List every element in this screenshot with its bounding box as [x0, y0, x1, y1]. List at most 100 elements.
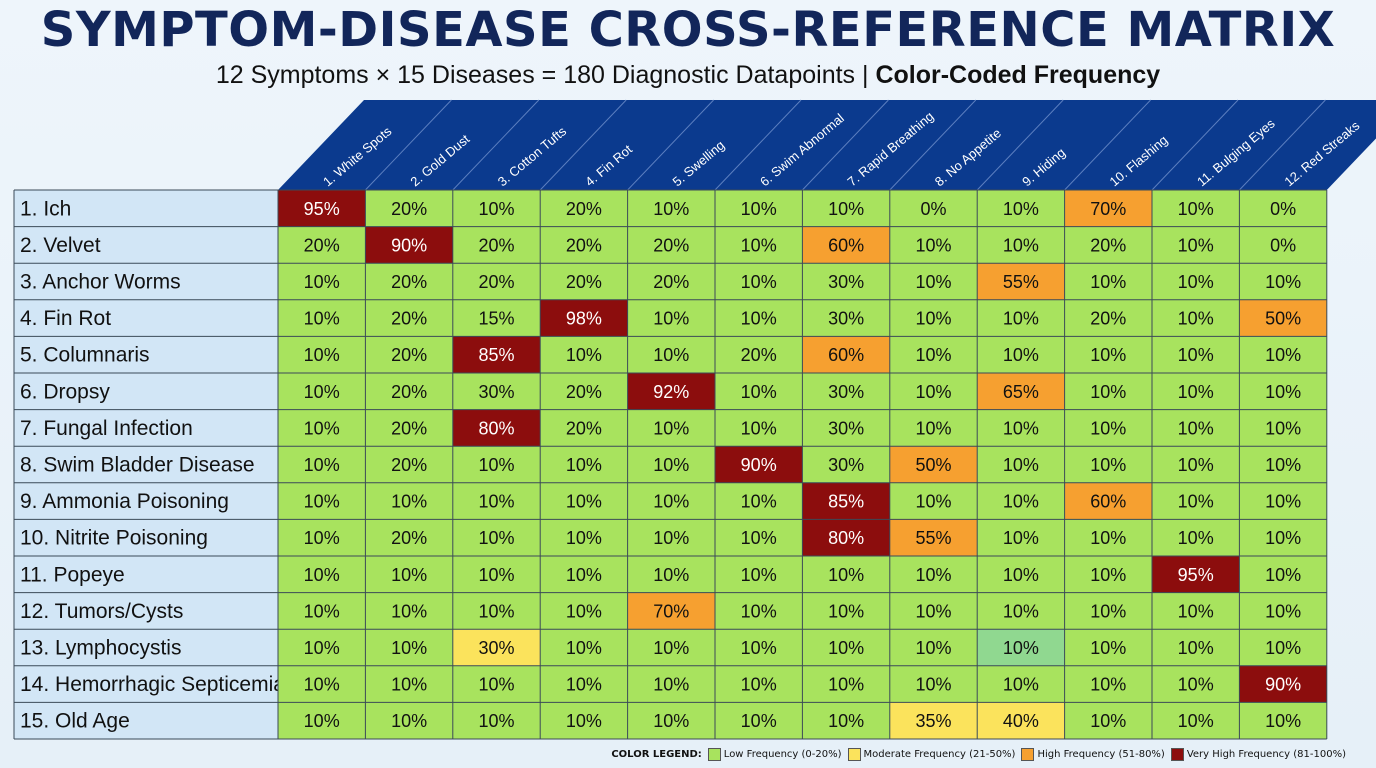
heatmap-cell	[278, 336, 366, 373]
cell-value: 20%	[391, 455, 427, 475]
heatmap-cell	[540, 446, 628, 483]
cell-value: 10%	[653, 199, 689, 219]
column-header-divider	[714, 99, 802, 191]
cell-value: 10%	[741, 309, 777, 329]
cell-value: 10%	[1003, 199, 1039, 219]
heatmap-cell	[1239, 409, 1327, 447]
row-label: 10. Nitrite Poisoning	[20, 527, 208, 550]
cell-value: 10%	[1265, 418, 1301, 438]
heatmap-cell	[977, 263, 1065, 300]
cell-value: 20%	[566, 199, 602, 219]
cell-value: 20%	[1090, 235, 1126, 255]
heatmap-cell	[1152, 482, 1240, 520]
heatmap-cell	[715, 336, 803, 373]
column-header-divider	[976, 99, 1064, 191]
heatmap-cell	[365, 446, 453, 483]
cell-value: 10%	[391, 565, 427, 585]
cell-value: 60%	[828, 345, 864, 365]
cell-value: 10%	[1003, 638, 1039, 658]
heatmap-cell	[627, 263, 715, 300]
cell-value: 10%	[478, 528, 514, 548]
heatmap-cell	[452, 299, 541, 337]
cell-value: 10%	[1178, 675, 1214, 695]
row-label: 7. Fungal Infection	[20, 417, 193, 440]
column-header-divider	[1239, 99, 1326, 191]
heatmap-cell	[627, 519, 715, 556]
cell-value: 10%	[478, 675, 514, 695]
cell-value: 10%	[1178, 199, 1214, 219]
cell-value: 10%	[1003, 418, 1039, 438]
heatmap-cell	[802, 409, 890, 447]
heatmap-cell	[1064, 482, 1152, 520]
cell-value: 10%	[1178, 492, 1214, 512]
cell-value: 10%	[741, 382, 777, 402]
cell-value: 20%	[566, 418, 602, 438]
heatmap-cell	[1239, 629, 1327, 666]
heatmap-cell	[1064, 336, 1152, 373]
heatmap-cell	[1239, 336, 1327, 373]
cell-value: 10%	[478, 565, 514, 585]
cell-value: 10%	[915, 638, 951, 658]
cell-value: 20%	[391, 199, 427, 219]
row-label: 1. Ich	[20, 197, 71, 220]
cell-value: 20%	[566, 272, 602, 292]
cell-value: 20%	[566, 382, 602, 402]
cell-value: 10%	[915, 675, 951, 695]
legend-item: Very High Frequency (81-100%)	[1170, 748, 1346, 761]
heatmap-cell	[627, 336, 715, 373]
heatmap-cell	[627, 226, 715, 264]
heatmap-cell	[889, 446, 978, 483]
color-legend: COLOR LEGEND: Low Frequency (0-20%) Moder…	[611, 748, 1346, 761]
heatmap-cell	[802, 556, 890, 593]
heatmap-cell	[1064, 409, 1152, 447]
cell-value: 20%	[1090, 309, 1126, 329]
heatmap-cell	[365, 190, 453, 227]
heatmap-cell	[365, 556, 453, 593]
column-header-divider	[889, 99, 977, 191]
cell-value: 10%	[566, 455, 602, 475]
cell-value: 20%	[391, 309, 427, 329]
heatmap-cell	[1152, 299, 1240, 337]
cell-value: 10%	[828, 601, 864, 621]
heatmap-cell	[1152, 702, 1240, 739]
cell-value: 10%	[653, 309, 689, 329]
heatmap-cell	[1239, 446, 1327, 483]
heatmap-cell	[540, 556, 628, 593]
cell-value: 10%	[1003, 565, 1039, 585]
heatmap-cell	[1152, 190, 1240, 227]
heatmap-cell	[1239, 190, 1327, 227]
heatmap-cell	[627, 592, 715, 630]
heatmap-cell	[802, 263, 890, 300]
heatmap-cell	[540, 482, 628, 520]
cell-value: 10%	[1090, 675, 1126, 695]
heatmap-cell	[1239, 226, 1327, 264]
column-header-divider	[365, 99, 452, 191]
cell-value: 90%	[391, 235, 427, 255]
heatmap-cell	[977, 702, 1065, 739]
cell-value: 10%	[1003, 455, 1039, 475]
heatmap-cell	[1239, 299, 1327, 337]
column-header-divider	[539, 99, 627, 191]
heatmap-cell	[977, 519, 1065, 556]
cell-value: 85%	[478, 345, 514, 365]
heatmap-cell	[365, 592, 453, 630]
cell-value: 20%	[478, 235, 514, 255]
heatmap-cell	[802, 519, 890, 556]
heatmap-cell	[540, 263, 628, 300]
heatmap-cell	[627, 556, 715, 593]
cell-value: 70%	[1090, 199, 1126, 219]
heatmap-cell	[715, 519, 803, 556]
heatmap-cell	[452, 263, 541, 300]
heatmap-cell	[278, 299, 366, 337]
heatmap-cell	[278, 263, 366, 300]
heatmap-cell	[802, 482, 890, 520]
cell-value: 10%	[391, 638, 427, 658]
cell-value: 10%	[1178, 235, 1214, 255]
cell-value: 10%	[653, 528, 689, 548]
cell-value: 10%	[741, 601, 777, 621]
cell-value: 10%	[1265, 455, 1301, 475]
heatmap-cell	[977, 409, 1065, 447]
cell-value: 10%	[478, 601, 514, 621]
cell-value: 10%	[566, 638, 602, 658]
heatmap-cell	[889, 556, 978, 593]
